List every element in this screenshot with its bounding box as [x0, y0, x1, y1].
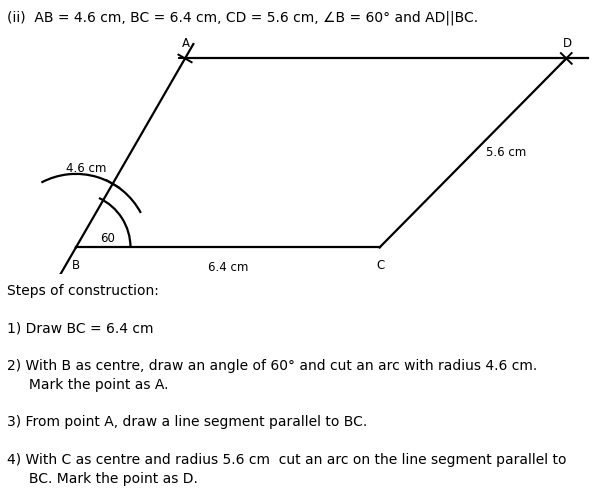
Text: A: A: [182, 38, 190, 50]
Text: 3) From point A, draw a line segment parallel to BC.: 3) From point A, draw a line segment par…: [7, 415, 368, 429]
Text: 5.6 cm: 5.6 cm: [486, 146, 526, 160]
Text: 6.4 cm: 6.4 cm: [208, 261, 248, 274]
Text: D: D: [563, 38, 572, 50]
Text: 60: 60: [100, 232, 114, 245]
Text: (ii)  AB = 4.6 cm, BC = 6.4 cm, CD = 5.6 cm, ∠B = 60° and AD||BC.: (ii) AB = 4.6 cm, BC = 6.4 cm, CD = 5.6 …: [7, 11, 479, 25]
Text: 2) With B as centre, draw an angle of 60° and cut an arc with radius 4.6 cm.: 2) With B as centre, draw an angle of 60…: [7, 359, 538, 373]
Text: 4.6 cm: 4.6 cm: [66, 162, 107, 174]
Text: 1) Draw BC = 6.4 cm: 1) Draw BC = 6.4 cm: [7, 322, 154, 335]
Text: C: C: [376, 259, 385, 272]
Text: Mark the point as A.: Mark the point as A.: [7, 378, 169, 392]
Text: 4) With C as centre and radius 5.6 cm  cut an arc on the line segment parallel t: 4) With C as centre and radius 5.6 cm cu…: [7, 453, 567, 467]
Text: Steps of construction:: Steps of construction:: [7, 284, 159, 298]
Text: BC. Mark the point as D.: BC. Mark the point as D.: [7, 472, 198, 486]
Text: B: B: [72, 259, 80, 272]
